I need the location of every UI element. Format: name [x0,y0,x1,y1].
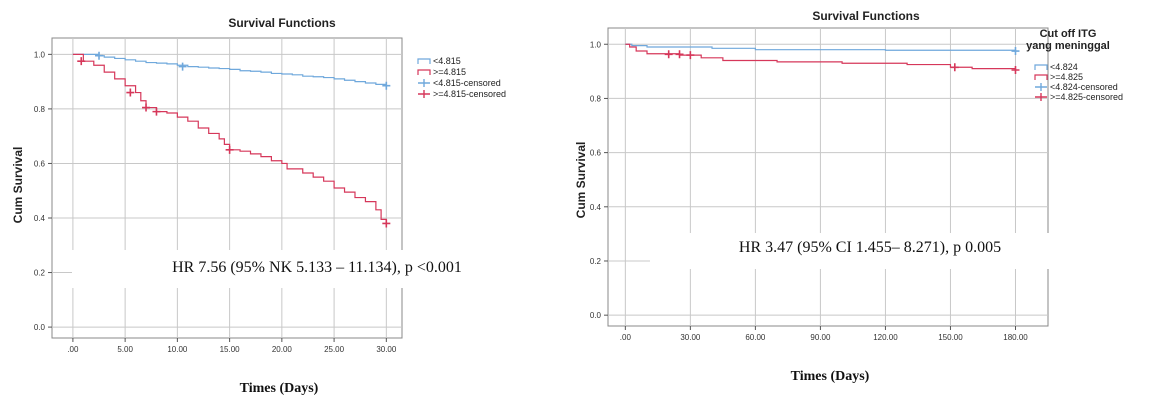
y-tick-label: 0.6 [34,159,46,168]
plot-frame [607,27,1049,327]
legend-title-line: Cut off ITG [1040,28,1097,40]
legend: <4.815>=4.815<4.815-censored>=4.815-cens… [417,56,506,99]
y-axis-label: Cum Survival [574,142,588,219]
y-tick-label: 0.4 [34,214,46,223]
hazard-ratio-annotation: HR 3.47 (95% CI 1.455– 8.271), p 0.005 [739,239,1001,256]
legend-label: >=4.815 [433,67,466,77]
legend-label: <4.824 [1050,62,1078,72]
legend-label: <4.815 [433,56,461,66]
legend-swatch-line [417,58,431,64]
y-tick-label: 0.0 [34,323,46,332]
censored-marker-1 [950,63,959,72]
legend-swatch-cross [418,90,430,98]
censored-marker-0 [1011,47,1020,56]
survival-curve-1 [625,43,1017,70]
x-tick-label: .00 [67,345,79,354]
censored-marker-1 [686,51,695,60]
right-chart-svg: Survival Functions .00 30.00 60.00 90.00 120… [574,9,1123,384]
x-tick-label: 5.00 [117,345,133,354]
y-tick-label: 0.2 [34,269,46,278]
survival-curve-0 [72,53,387,86]
censored-marker-1 [664,50,673,59]
censored-marker-0 [178,62,187,71]
x-tick-label: .00 [620,333,632,342]
censored-marker-1 [225,145,234,154]
legend-swatch-line [417,69,431,75]
y-tick-label: 0.4 [590,203,602,212]
y-tick-label: 0.6 [590,149,602,158]
plot-frame [51,37,403,339]
x-tick-label: 90.00 [810,333,831,342]
x-tick-label: 30.00 [680,333,701,342]
right-survival-chart: Survival Functions .00 30.00 60.00 90.00 120… [574,0,1155,400]
censored-marker-1 [142,103,151,112]
censored-marker-1 [675,50,684,59]
x-tick-label: 120.00 [873,333,898,342]
y-tick-label: 1.0 [34,50,46,59]
x-tick-label: 60.00 [745,333,766,342]
censored-marker-1 [126,88,135,97]
y-tick-label: 0.8 [34,105,46,114]
y-tick-label: 0.8 [590,94,602,103]
censored-marker-0 [95,51,104,60]
survival-curve-0 [625,43,1017,52]
legend-swatch-line [1034,64,1048,70]
annotation-background [72,250,562,288]
chart-title: Survival Functions [228,16,336,30]
censored-marker-1 [1011,65,1020,74]
censored-marker-1 [382,219,391,228]
left-chart-svg: Survival Functions .00 5.00 10.00 15.00 20.0… [11,16,562,396]
legend-title-line: yang meninggal [1026,40,1110,52]
x-axis-label: Times (Days) [791,369,870,384]
legend-label: >=4.825-censored [1050,92,1123,102]
censored-marker-1 [77,57,86,66]
plot-area: .00 5.00 10.00 15.00 20.00 25.00 30.00 0.0 0.2 0.… [34,37,562,354]
legend-swatch-cross [1035,83,1047,91]
annotation-background [650,233,1090,269]
y-tick-label: 1.0 [590,40,602,49]
censored-marker-0 [382,81,391,90]
legend-swatch-line [1034,74,1048,80]
x-tick-label: 20.00 [272,345,293,354]
x-tick-label: 15.00 [220,345,241,354]
hazard-ratio-annotation: HR 7.56 (95% NK 5.133 – 11.134), p <0.00… [172,259,462,276]
y-tick-label: 0.0 [590,311,602,320]
x-tick-label: 30.00 [376,345,397,354]
legend-label: >=4.825 [1050,72,1083,82]
censored-marker-1 [152,107,161,116]
legend-swatch-cross [1035,93,1047,101]
x-tick-label: 180.00 [1003,333,1028,342]
legend-swatch-cross [418,79,430,87]
legend-label: >=4.815-censored [433,89,506,99]
legend-label: <4.824-censored [1050,82,1118,92]
plot-area: .00 30.00 60.00 90.00 120.00 150.00 180.00 0.0 0… [590,27,1090,342]
y-tick-label: 0.2 [590,257,602,266]
chart-title: Survival Functions [812,9,920,23]
x-tick-label: 10.00 [167,345,188,354]
legend-label: <4.815-censored [433,78,501,88]
survival-curve-1 [72,53,387,224]
x-tick-label: 25.00 [324,345,345,354]
x-tick-label: 150.00 [938,333,963,342]
x-axis-label: Times (Days) [240,381,319,396]
left-survival-chart: Survival Functions .00 5.00 10.00 15.00 20.0… [0,0,562,400]
y-axis-label: Cum Survival [11,147,25,224]
